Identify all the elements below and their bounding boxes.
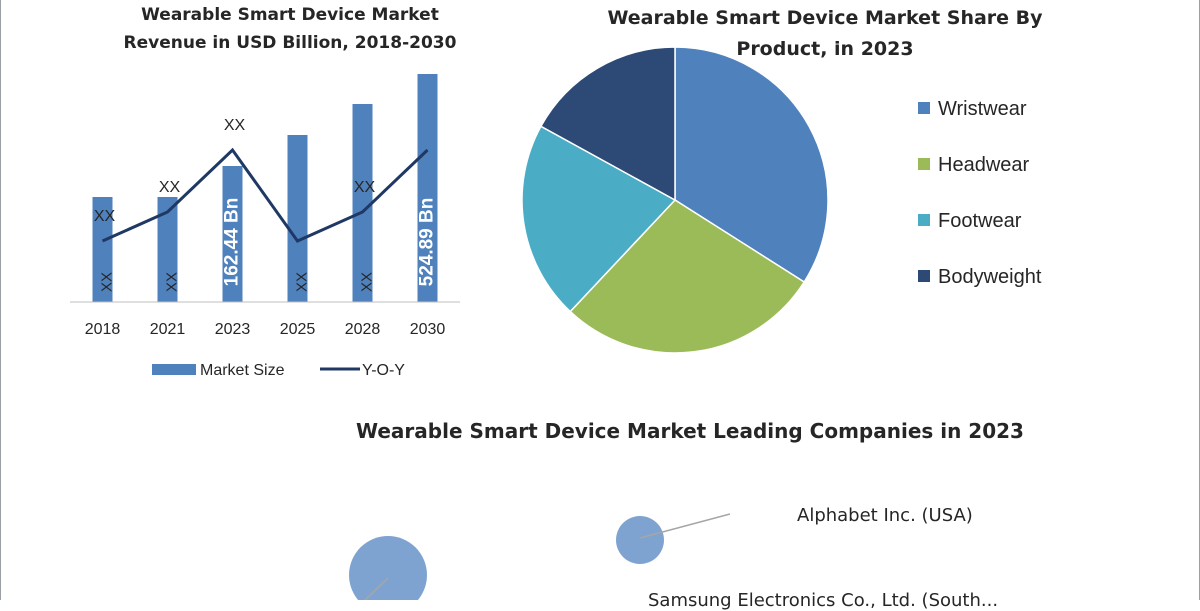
yoy-label-2018: XX (94, 208, 116, 225)
x-tick-2028: 2028 (345, 321, 381, 338)
market-size-bar-2025 (287, 135, 308, 302)
company-bubble-large (349, 536, 427, 600)
x-tick-2030: 2030 (410, 321, 446, 338)
company-bubble-alphabet (616, 516, 664, 564)
bar-label-2023: 162.44 Bn (222, 198, 243, 287)
yoy-line (101, 147, 429, 243)
pie-slice-wristwear (674, 46, 829, 284)
companies-chart-title: Wearable Smart Device Market Leading Com… (356, 419, 1024, 443)
pie-legend-swatch-wristwear (918, 102, 930, 114)
bar-label-2018: XX (98, 272, 115, 292)
legend-market-size-label: Market Size (200, 362, 285, 379)
x-tick-2018: 2018 (85, 321, 121, 338)
yoy-label-2028: XX (354, 179, 376, 196)
pie-slice-headwear (569, 199, 806, 354)
legend-yoy-label: Y-O-Y (362, 362, 405, 379)
pie-legend-label-bodyweight: Bodyweight (938, 266, 1042, 288)
company-leader-line-large (364, 577, 389, 600)
legend-market-size-swatch (152, 364, 196, 375)
pie-legend-label-footwear: Footwear (938, 210, 1022, 232)
yoy-label-2023: XX (224, 117, 246, 134)
yoy-label-2021: XX (159, 179, 181, 196)
pie-legend-label-headwear: Headwear (938, 154, 1030, 176)
x-tick-2021: 2021 (150, 321, 186, 338)
bar-chart-legend: Market Size Y-O-Y (152, 362, 405, 379)
market-size-bar-2018 (92, 197, 113, 302)
market-size-bar-2023 (222, 166, 243, 302)
bar-chart: XX XX 162.44 Bn XX XX 524.89 Bn XX XX XX XX 2018 2… (70, 74, 460, 379)
market-size-bar-2028 (352, 104, 373, 302)
bar-label-2021: XX (163, 272, 180, 292)
company-label-samsung: Samsung Electronics Co., Ltd. (South... (648, 590, 999, 611)
pie-chart-title: Wearable Smart Device Market Share By Pr… (607, 7, 1043, 60)
market-size-bar-2021 (157, 197, 178, 302)
bar-label-2028: XX (358, 272, 375, 292)
x-tick-2025: 2025 (280, 321, 316, 338)
pie-chart: Wristwear Headwear Footwear Bodyweight (521, 46, 1042, 354)
x-tick-2023: 2023 (215, 321, 251, 338)
companies-bubble-chart (349, 513, 731, 600)
pie-legend-swatch-footwear (918, 214, 930, 226)
bar-label-2030: 524.89 Bn (417, 198, 438, 287)
market-size-bar-2030 (417, 74, 438, 302)
pie-legend-swatch-headwear (918, 158, 930, 170)
company-leader-line-alphabet (639, 513, 731, 539)
pie-slice-bodyweight (539, 46, 676, 202)
pie-legend-swatch-bodyweight (918, 270, 930, 282)
bar-label-2025: XX (293, 272, 310, 292)
pie-legend-label-wristwear: Wristwear (938, 98, 1027, 120)
company-label-alphabet: Alphabet Inc. (USA) (797, 505, 973, 526)
bar-chart-title: Wearable Smart Device Market Revenue in … (123, 5, 457, 53)
pie-slice-footwear (521, 125, 677, 313)
